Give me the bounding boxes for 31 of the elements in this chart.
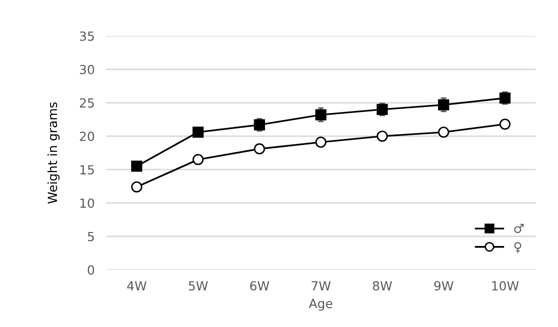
- y-tick-label: 0: [88, 265, 94, 275]
- y-tick-label: 20: [80, 132, 94, 142]
- x-tick-label: 5W: [188, 281, 208, 291]
- y-tick-label: 25: [80, 98, 94, 108]
- point: [438, 126, 450, 138]
- y-tick-label: 30: [80, 64, 94, 74]
- point: [254, 143, 266, 154]
- point: [499, 92, 511, 104]
- point: [192, 154, 204, 166]
- point: [499, 118, 511, 130]
- legend-label: ♀: [514, 242, 522, 253]
- y-tick-label: 35: [80, 31, 94, 41]
- y-tick-label: 10: [80, 198, 94, 208]
- point: [192, 126, 204, 138]
- point: [315, 136, 326, 148]
- x-tick-label: 8W: [372, 281, 392, 291]
- x-tick-label: 7W: [312, 281, 331, 290]
- point: [438, 99, 450, 110]
- y-tick-label: 5: [88, 232, 94, 242]
- point: [131, 181, 142, 192]
- legend-label: ♂: [514, 224, 524, 234]
- x-tick-label: 4W: [127, 281, 146, 290]
- x-tick-label: 9W: [434, 281, 454, 291]
- x-tick-label: 10W: [492, 281, 519, 291]
- point: [131, 160, 142, 172]
- point: [254, 119, 266, 130]
- y-axis-title: Weight in grams: [47, 102, 60, 204]
- point: [376, 130, 388, 142]
- y-tick-label: 15: [80, 165, 94, 174]
- x-tick-label: 6W: [250, 281, 270, 291]
- x-axis-title: Age: [308, 298, 332, 311]
